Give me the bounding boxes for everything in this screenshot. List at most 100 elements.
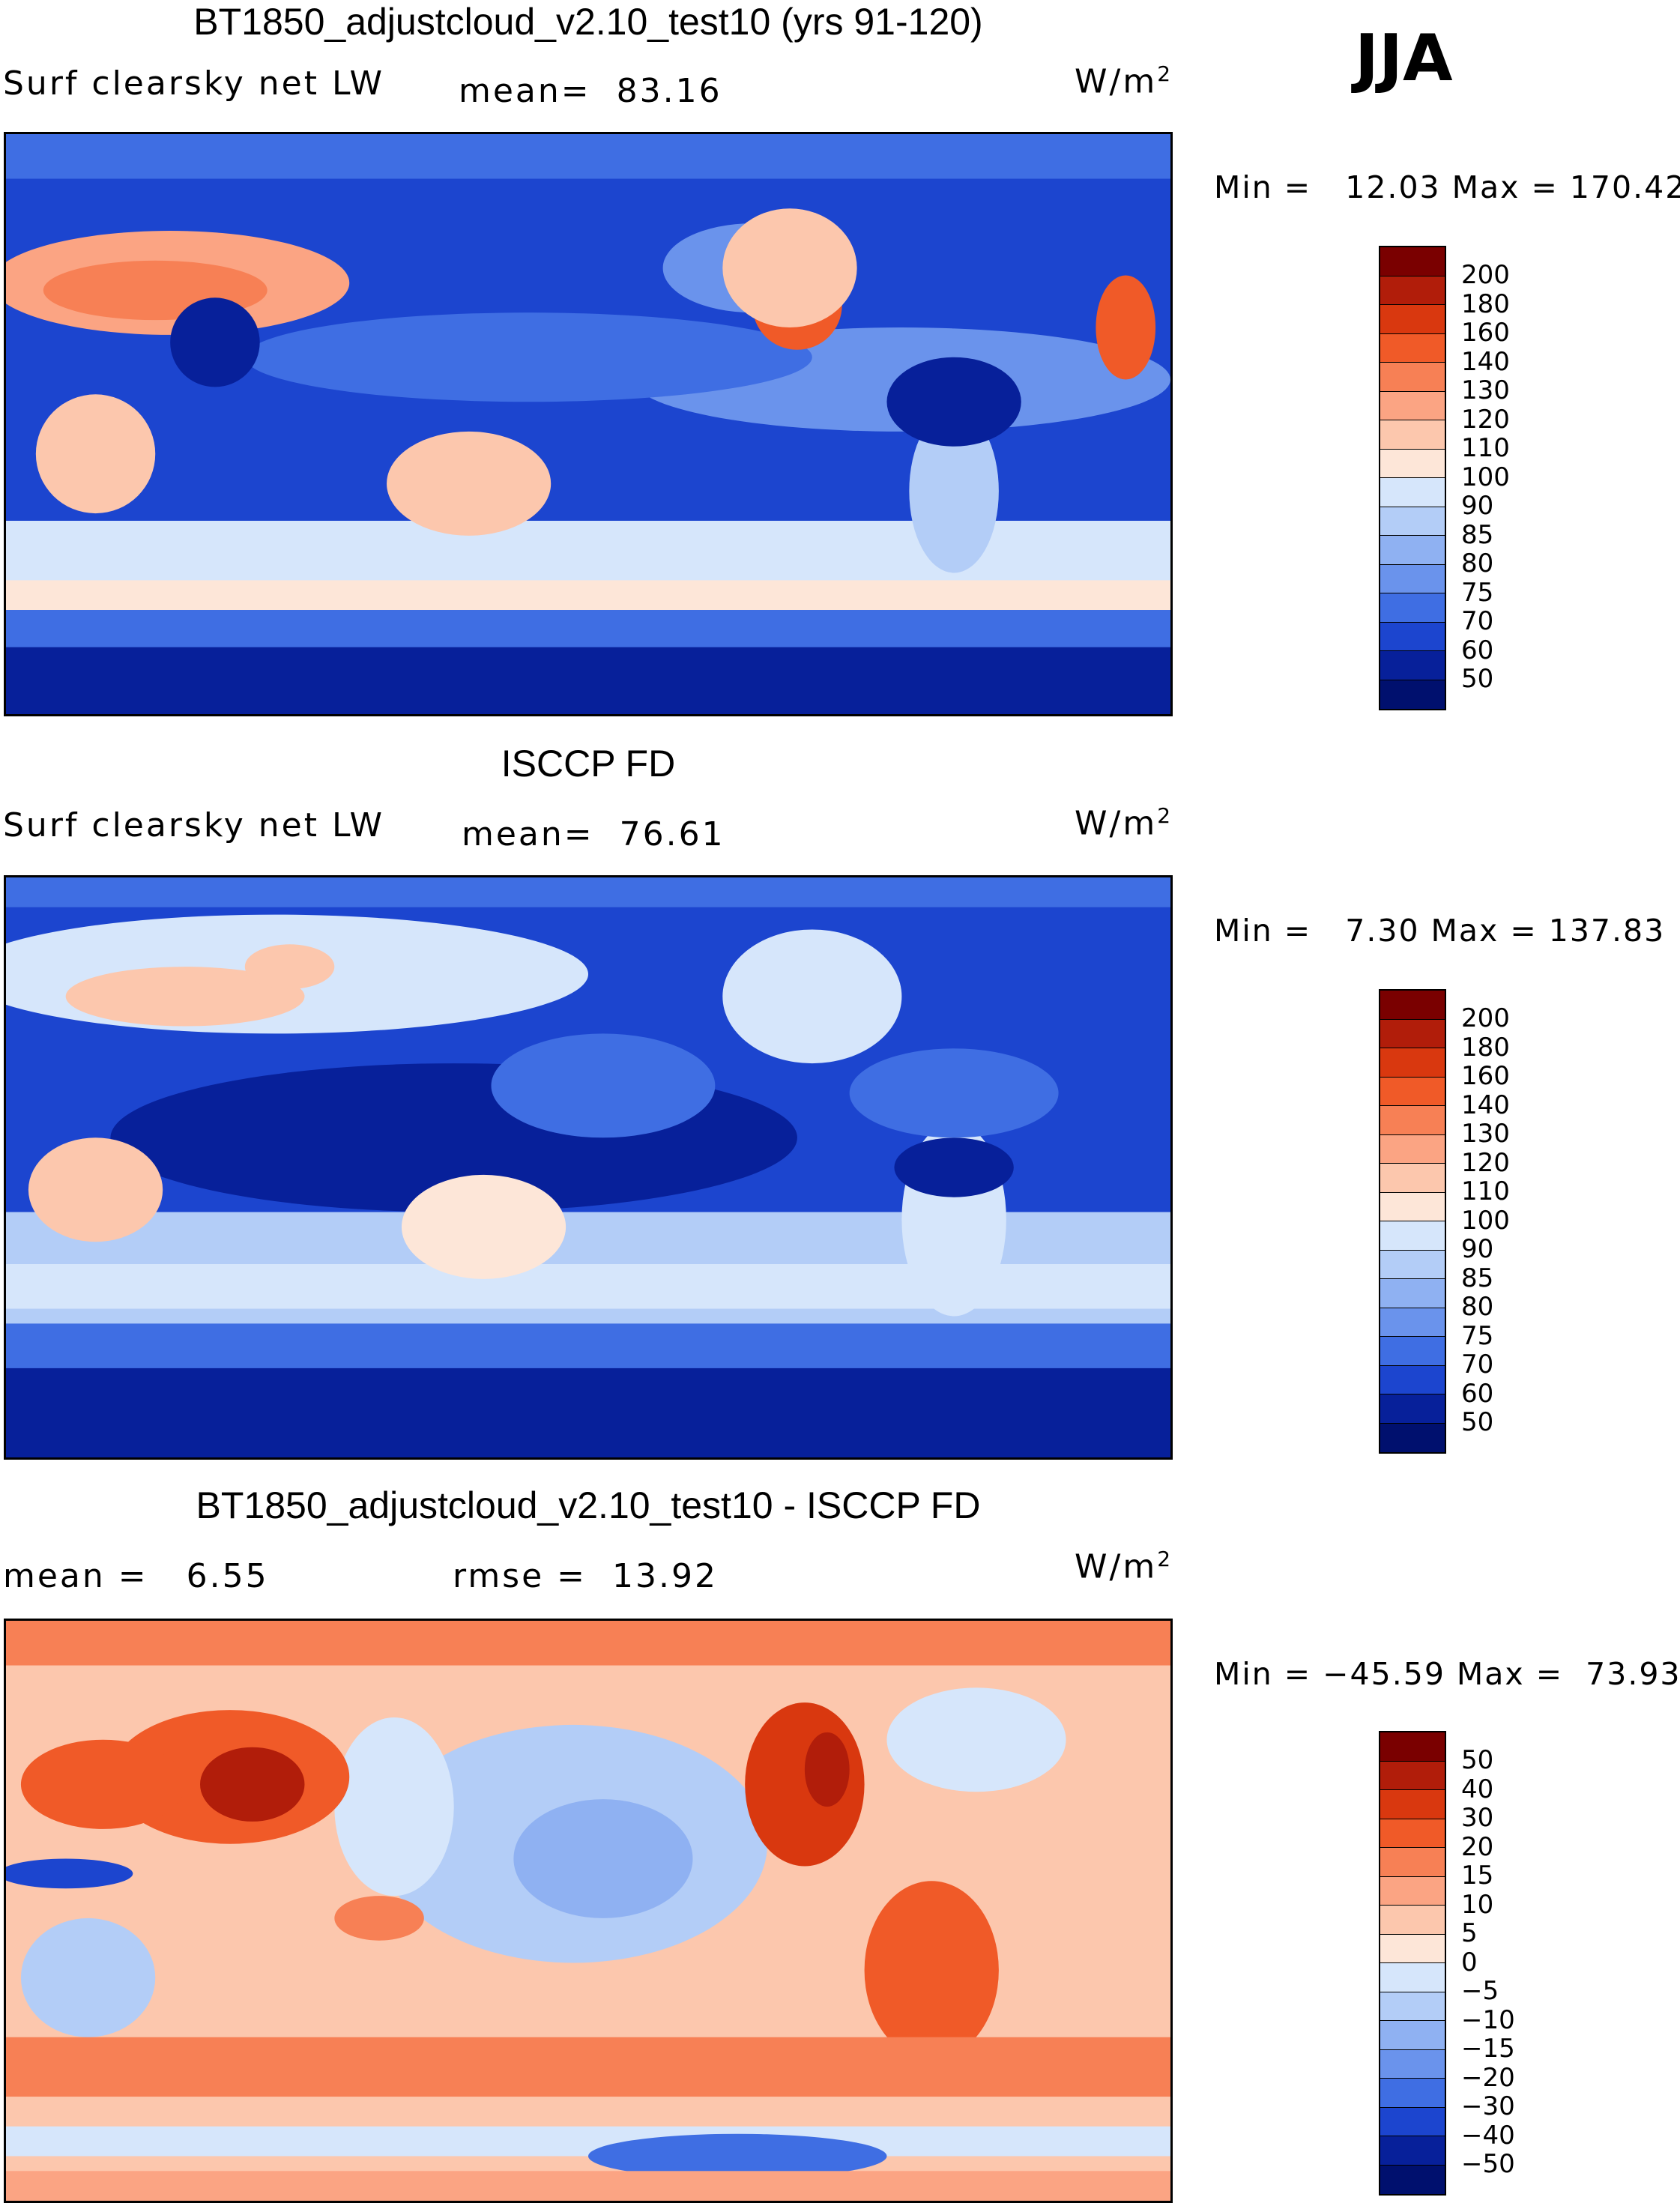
colorbar-swatch	[1380, 276, 1445, 305]
colorbar-label: −5	[1461, 1976, 1499, 2006]
colorbar-swatch	[1380, 2165, 1445, 2194]
colorbar-label: −15	[1461, 2034, 1515, 2064]
colorbar-swatch	[1380, 2136, 1445, 2166]
panel3-title: BT1850_adjustcloud_v2.10_test10 - ISCCP …	[196, 1484, 981, 1526]
panel2-mean: mean= 76.61	[462, 815, 725, 853]
colorbar-swatch	[1380, 991, 1445, 1020]
panel3-colorbar	[1379, 1731, 1446, 2196]
panel1-colorbar-labels: 200 180 160 140 130 120 110 100 90 85 80…	[1461, 261, 1510, 694]
panel2-variable-label: Surf clearsky net LW	[3, 806, 384, 844]
colorbar-label: 140	[1461, 346, 1510, 377]
colorbar-swatch	[1380, 680, 1445, 709]
colorbar-swatch	[1380, 1423, 1445, 1452]
colorbar-label: 200	[1461, 260, 1510, 290]
panel2-minmax: Min = 7.30 Max = 137.83	[1214, 913, 1666, 949]
colorbar-swatch	[1380, 1279, 1445, 1308]
colorbar-swatch	[1380, 1192, 1445, 1221]
colorbar-label: 90	[1461, 1234, 1494, 1264]
panel2-title: ISCCP FD	[501, 743, 676, 785]
panel3-colorbar-labels: 50 40 30 20 15 10 5 0 −5 −10 −15 −20 −30…	[1461, 1746, 1515, 2179]
panel1-colorbar	[1379, 246, 1446, 710]
colorbar-swatch	[1380, 1048, 1445, 1078]
colorbar-swatch	[1380, 1106, 1445, 1135]
colorbar-swatch	[1380, 1308, 1445, 1337]
colorbar-swatch	[1380, 247, 1445, 276]
colorbar-label: 160	[1461, 318, 1510, 348]
panel1-minmax: Min = 12.03 Max = 170.42	[1214, 169, 1680, 205]
colorbar-label: 50	[1461, 1407, 1494, 1437]
colorbar-label: 5	[1461, 1918, 1478, 1948]
colorbar-label: 90	[1461, 491, 1494, 521]
colorbar-swatch	[1380, 564, 1445, 593]
panel2-map	[4, 875, 1173, 1460]
colorbar-label: 30	[1461, 1803, 1494, 1833]
colorbar-label: 50	[1461, 1745, 1494, 1775]
colorbar-label: 80	[1461, 549, 1494, 578]
colorbar-label: 110	[1461, 1176, 1510, 1206]
colorbar-label: −10	[1461, 2004, 1515, 2035]
colorbar-swatch	[1380, 449, 1445, 478]
panel3-field	[6, 1621, 1170, 2201]
colorbar-swatch	[1380, 1934, 1445, 1963]
colorbar-label: −30	[1461, 2091, 1515, 2121]
colorbar-label: 10	[1461, 1889, 1494, 1920]
colorbar-label: −40	[1461, 2120, 1515, 2151]
colorbar-swatch	[1380, 1790, 1445, 1819]
colorbar-swatch	[1380, 363, 1445, 392]
panel1-field	[6, 134, 1170, 714]
colorbar-label: 85	[1461, 1263, 1494, 1293]
colorbar-label: 85	[1461, 519, 1494, 550]
panel2-colorbar-labels: 200 180 160 140 130 120 110 100 90 85 80…	[1461, 1004, 1510, 1437]
colorbar-label: 80	[1461, 1292, 1494, 1322]
colorbar-swatch	[1380, 2079, 1445, 2108]
colorbar-label: 120	[1461, 1147, 1510, 1178]
colorbar-swatch	[1380, 305, 1445, 334]
colorbar-label: 50	[1461, 664, 1494, 694]
colorbar-label: 70	[1461, 606, 1494, 636]
colorbar-swatch	[1380, 1819, 1445, 1848]
colorbar-swatch	[1380, 1337, 1445, 1366]
colorbar-swatch	[1380, 1848, 1445, 1877]
panel2-field	[6, 877, 1170, 1457]
panel2-colorbar	[1379, 989, 1446, 1454]
colorbar-label: 70	[1461, 1350, 1494, 1379]
colorbar-swatch	[1380, 593, 1445, 623]
colorbar-swatch	[1380, 333, 1445, 363]
colorbar-swatch	[1380, 651, 1445, 680]
colorbar-label: 140	[1461, 1090, 1510, 1120]
colorbar-label: 120	[1461, 404, 1510, 435]
panel3-units: W/m2	[1075, 1547, 1173, 1586]
colorbar-swatch	[1380, 1992, 1445, 2021]
colorbar-label: −50	[1461, 2149, 1515, 2179]
colorbar-label: 40	[1461, 1774, 1494, 1804]
colorbar-swatch	[1380, 2049, 1445, 2079]
panel1-variable-label: Surf clearsky net LW	[3, 64, 384, 103]
colorbar-swatch	[1380, 1365, 1445, 1394]
colorbar-label: 130	[1461, 375, 1510, 405]
colorbar-swatch	[1380, 1963, 1445, 1992]
colorbar-swatch	[1380, 1164, 1445, 1193]
colorbar-swatch	[1380, 622, 1445, 651]
colorbar-label: 60	[1461, 635, 1494, 665]
colorbar-swatch	[1380, 507, 1445, 536]
colorbar-label: 75	[1461, 1320, 1494, 1351]
colorbar-swatch	[1380, 420, 1445, 450]
colorbar-swatch	[1380, 1077, 1445, 1106]
colorbar-label: 60	[1461, 1378, 1494, 1409]
colorbar-swatch	[1380, 1221, 1445, 1251]
colorbar-swatch	[1380, 478, 1445, 507]
panel3-minmax: Min = −45.59 Max = 73.93	[1214, 1656, 1680, 1692]
panel3-mean: mean = 6.55	[3, 1557, 269, 1595]
colorbar-swatch	[1380, 1019, 1445, 1048]
colorbar-label: 180	[1461, 288, 1510, 319]
panel1-title: BT1850_adjustcloud_v2.10_test10 (yrs 91-…	[193, 1, 983, 43]
colorbar-swatch	[1380, 1906, 1445, 1935]
colorbar-swatch	[1380, 1250, 1445, 1279]
colorbar-swatch	[1380, 1876, 1445, 1906]
colorbar-label: 75	[1461, 577, 1494, 608]
colorbar-label: 15	[1461, 1861, 1494, 1891]
panel2-units: W/m2	[1075, 803, 1173, 843]
panel3-map	[4, 1619, 1173, 2203]
panel3-rmse: rmse = 13.92	[453, 1557, 718, 1595]
colorbar-swatch	[1380, 1761, 1445, 1790]
